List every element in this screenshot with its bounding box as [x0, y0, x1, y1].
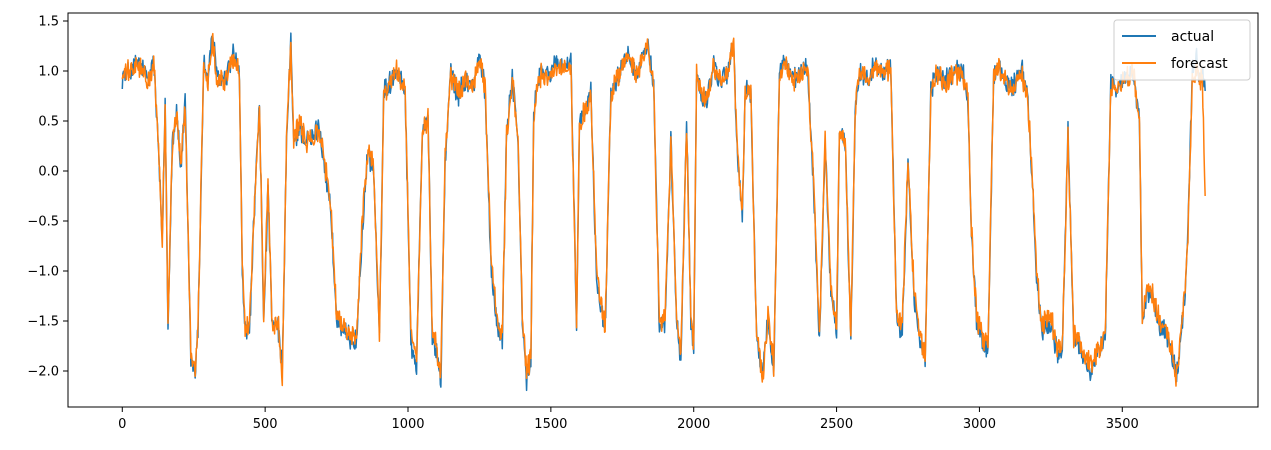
x-tick-label: 1500 [534, 417, 567, 432]
series-line-forecast [121, 32, 1206, 387]
y-tick-label: −1.5 [27, 315, 59, 330]
x-tick-label: 2000 [677, 417, 710, 432]
series-layer [121, 32, 1206, 392]
legend-label-forecast: forecast [1171, 56, 1228, 72]
y-tick-label: −2.0 [27, 365, 59, 380]
y-tick-label: 1.0 [38, 65, 59, 80]
y-tick-label: 0.0 [38, 165, 59, 180]
y-axis: 1.5 1.0 0.5 0.0 −0.5 −1.0 −1.5 −2.0 [27, 15, 68, 380]
x-axis: 0 500 1000 1500 2000 2500 3000 3500 [118, 407, 1139, 432]
y-tick-label: 1.5 [38, 15, 59, 30]
y-tick-label: 0.5 [38, 115, 59, 130]
x-tick-label: 3000 [963, 417, 996, 432]
plot-frame [67, 12, 1259, 408]
y-tick-label: −1.0 [27, 265, 59, 280]
y-tick-label: −0.5 [27, 215, 59, 230]
legend-label-actual: actual [1171, 29, 1214, 45]
legend: actual forecast [1113, 19, 1251, 81]
x-tick-label: 3500 [1106, 417, 1139, 432]
x-tick-label: 2500 [820, 417, 853, 432]
x-tick-label: 1000 [391, 417, 424, 432]
x-tick-label: 0 [118, 417, 126, 432]
x-tick-label: 500 [253, 417, 278, 432]
